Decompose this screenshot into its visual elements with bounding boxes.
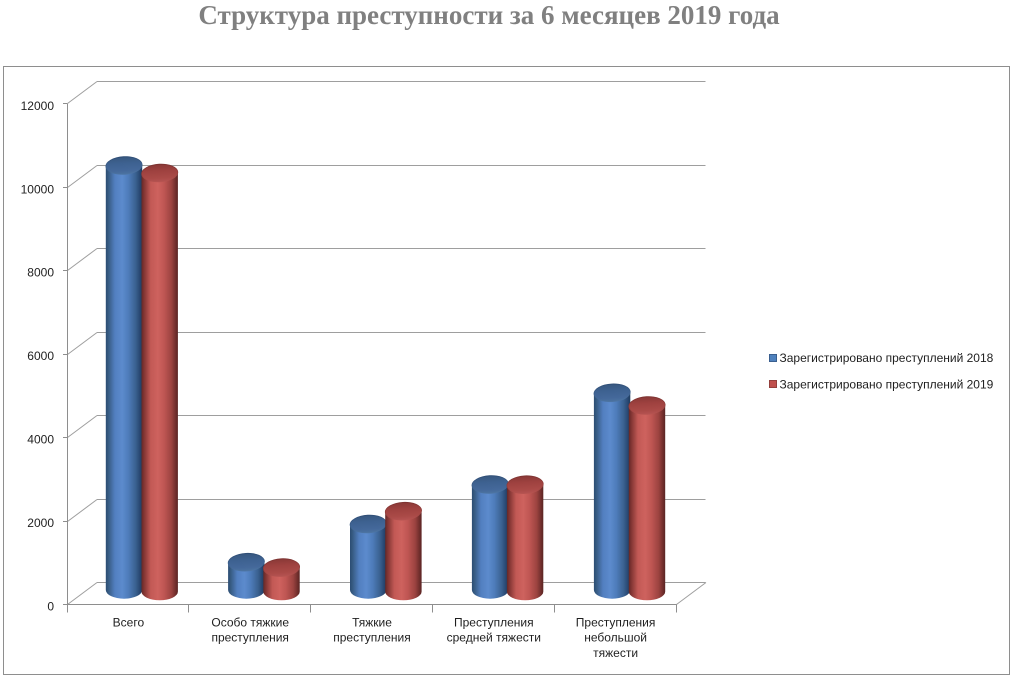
svg-text:средней тяжести: средней тяжести xyxy=(447,631,541,645)
svg-text:Особо тяжкие: Особо тяжкие xyxy=(211,616,289,630)
svg-text:небольшой: небольшой xyxy=(584,631,647,645)
svg-text:преступления: преступления xyxy=(333,631,410,645)
svg-text:тяжести: тяжести xyxy=(593,646,638,660)
svg-text:4000: 4000 xyxy=(27,433,54,447)
svg-text:Зарегистрировано преступлений: Зарегистрировано преступлений 2018 xyxy=(780,351,994,365)
svg-text:12000: 12000 xyxy=(21,99,55,113)
svg-text:0: 0 xyxy=(47,599,54,613)
svg-text:6000: 6000 xyxy=(27,349,54,363)
svg-text:Зарегистрировано преступлений: Зарегистрировано преступлений 2019 xyxy=(780,377,994,391)
svg-text:преступления: преступления xyxy=(211,631,288,645)
svg-text:8000: 8000 xyxy=(27,266,54,280)
svg-text:10000: 10000 xyxy=(21,182,55,196)
svg-text:2000: 2000 xyxy=(27,516,54,530)
svg-text:Преступления: Преступления xyxy=(576,616,656,630)
svg-text:Преступления: Преступления xyxy=(454,616,534,630)
svg-text:Тяжкие: Тяжкие xyxy=(352,616,392,630)
svg-text:Всего: Всего xyxy=(113,616,145,630)
